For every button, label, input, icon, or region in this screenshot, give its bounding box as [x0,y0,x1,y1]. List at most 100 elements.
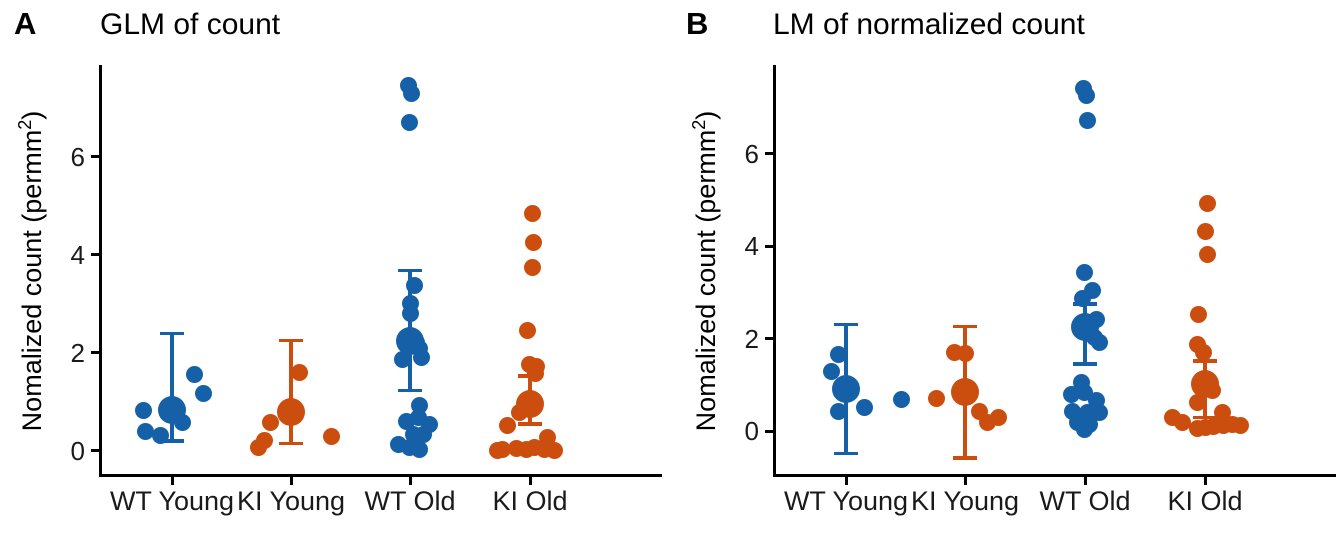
panel-b-title: LM of normalized count [773,8,1085,41]
data-point [414,425,432,443]
data-point [1198,245,1216,263]
data-point [524,234,542,252]
panel-b-x-tick-label: WT Old [1039,486,1131,516]
mean-point [516,390,544,419]
data-point [410,440,428,458]
data-point [523,259,541,277]
panel-a-title: GLM of count [100,8,281,41]
panel-b-x-axis-line [773,474,1336,477]
panel-a-x-tick-label: WT Old [364,486,456,516]
data-point [1213,404,1231,422]
mean-point [158,395,186,424]
data-point [927,389,945,407]
panel-a-x-tick [408,477,412,485]
data-point [498,417,516,435]
error-bar-cap-bottom [834,451,858,456]
data-point [545,441,563,459]
error-bar-cap-bottom [1073,362,1097,366]
data-point [400,113,418,131]
data-point [1189,305,1207,323]
data-point [822,362,840,380]
data-point [829,345,847,363]
panel-b-y-axis-label-close: ) [691,110,721,120]
error-bar-cap-top [279,338,303,343]
panel-a-x-tick-label: WT Young [109,486,235,516]
data-point [1075,264,1093,281]
panel-a-y-tick-label: 4 [70,239,85,270]
panel-a-y-axis-label-text: Nomalized count (permm [17,129,47,432]
data-point [393,351,411,369]
panel-b-y-tick-label: 4 [744,231,759,262]
data-point [185,366,203,384]
data-point [1173,414,1191,432]
panel-a-y-tick [91,253,99,257]
error-bar-cap-bottom [518,422,542,426]
panel-b-y-axis-label-text: Nomalized count (permm [691,129,721,432]
mean-point [1071,313,1099,342]
panel-b-x-tick [844,477,848,485]
error-bar-cap-top [398,268,422,273]
data-point [402,85,420,103]
panel-b-x-tick-label: KI Old [1167,486,1243,516]
error-bar-cap-top [518,374,542,378]
data-point [261,414,279,431]
panel-b-y-tick [765,152,773,156]
panel-a-x-tick [528,477,532,485]
data-point [194,385,212,403]
data-point [1196,222,1214,240]
data-point [892,391,910,409]
mean-point [277,397,305,426]
mean-point [951,377,979,406]
error-bar-cap-bottom [279,441,303,446]
data-point [978,414,996,432]
error-bar [289,340,293,444]
panel-b-y-tick-label: 0 [744,416,759,447]
data-point [1062,385,1080,403]
error-bar-cap-bottom [953,456,977,460]
panel-b-y-axis-line [773,65,776,477]
mean-point [1191,369,1219,398]
panel-a-y-tick [91,155,99,159]
panel-b-y-axis-label-sup: 2 [689,119,709,130]
panel-b-x-tick-label: KI Young [910,486,1020,516]
mean-point [832,374,860,403]
data-point [855,398,873,416]
panel-a-y-tick [91,449,99,453]
panel-a-y-axis-label-close: ) [17,110,47,120]
panel-b-x-tick [1083,477,1087,485]
panel-a-x-tick-label: KI Young [236,486,346,516]
panel-a-y-tick-label: 6 [70,141,85,172]
data-point [1188,394,1206,412]
error-bar-cap-top [160,331,184,335]
data-point [249,438,267,456]
data-point [518,322,536,340]
data-point [290,363,308,381]
panel-b-y-axis-label: Nomalized count (permm2) [689,51,722,491]
data-point [397,412,415,430]
panel-a-y-axis-line [99,65,102,477]
panel-b-x-tick-label: WT Young [783,486,909,516]
panel-b-y-tick-label: 6 [744,138,759,169]
mean-point [396,326,424,355]
panel-b-tag: B [686,6,709,41]
data-point [134,402,152,420]
panel-b-y-tick [765,337,773,341]
panel-b-y-tick-label: 2 [744,323,759,354]
data-point [829,402,847,420]
data-point [1090,404,1108,422]
panel-a-x-tick [289,477,293,485]
panel-a-x-axis-line [99,474,662,477]
panel-b-x-tick [1203,477,1207,485]
data-point [523,204,541,222]
panel-a-y-axis-label: Nomalized count (permm2) [15,51,48,491]
error-bar-cap-bottom [160,439,184,443]
error-bar-cap-top [1193,359,1217,363]
error-bar-cap-top [1073,302,1097,306]
panel-b-x-tick [963,477,967,485]
error-bar-cap-top [953,324,977,329]
data-point [1077,86,1095,104]
error-bar [170,333,174,442]
data-point [136,423,154,441]
panel-a-y-axis-label-sup: 2 [15,119,35,130]
